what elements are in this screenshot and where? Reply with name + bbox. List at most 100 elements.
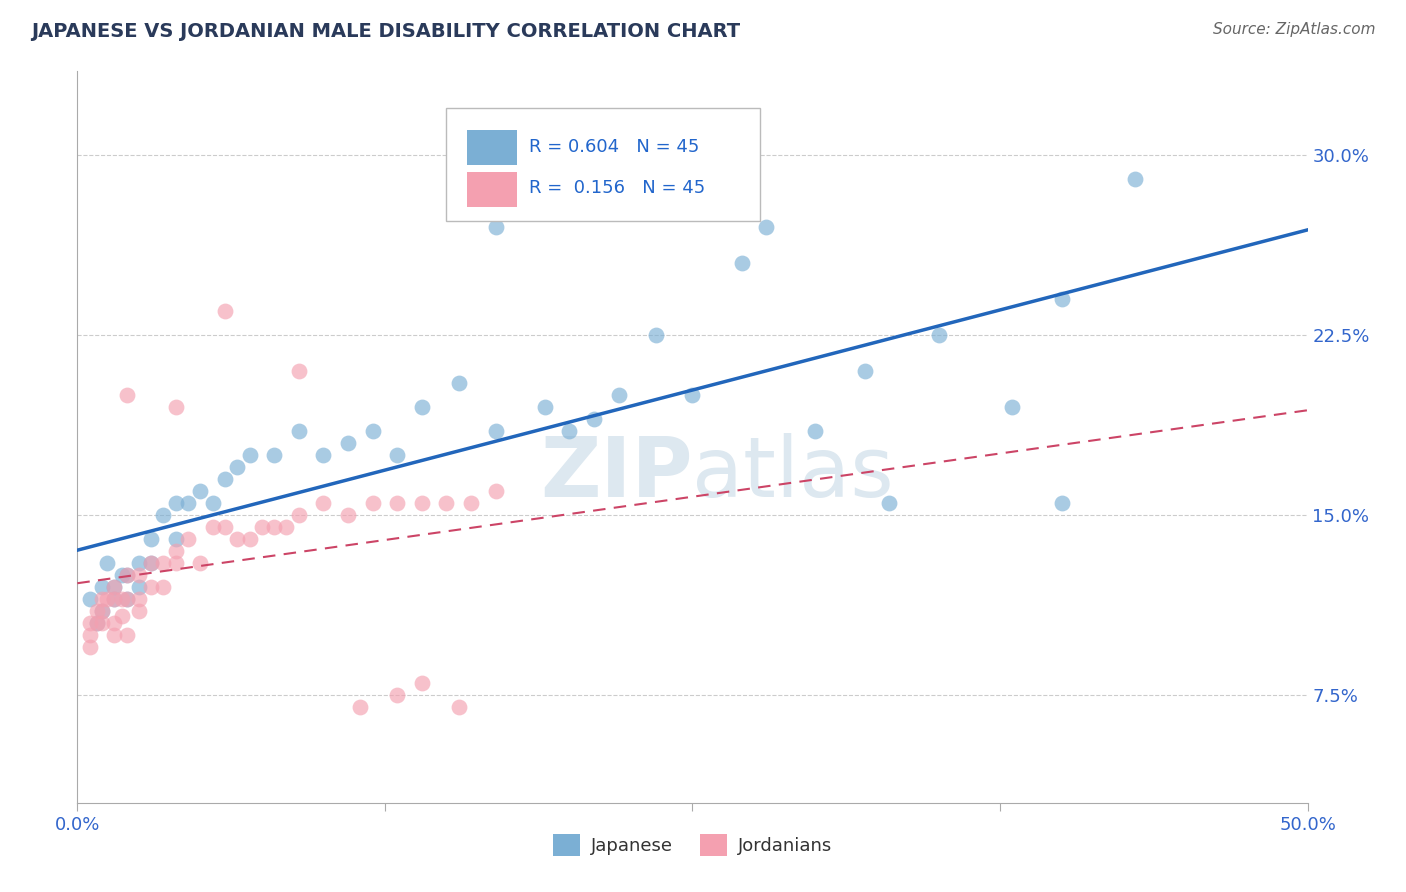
Point <box>111 608 132 623</box>
Point <box>276 520 298 534</box>
Point <box>288 508 311 522</box>
Point <box>214 472 236 486</box>
Point <box>115 568 138 582</box>
Point <box>804 424 827 438</box>
Point <box>152 580 174 594</box>
Text: Source: ZipAtlas.com: Source: ZipAtlas.com <box>1212 22 1375 37</box>
Point <box>115 591 138 606</box>
Point <box>128 604 150 618</box>
Point <box>111 591 132 606</box>
Text: JAPANESE VS JORDANIAN MALE DISABILITY CORRELATION CHART: JAPANESE VS JORDANIAN MALE DISABILITY CO… <box>31 22 740 41</box>
Point <box>485 220 508 235</box>
Point <box>411 400 433 414</box>
Point <box>141 556 163 570</box>
Point <box>165 496 187 510</box>
Point <box>103 580 125 594</box>
Point <box>141 532 163 546</box>
Point <box>103 615 125 630</box>
Point <box>188 556 212 570</box>
Point <box>385 688 409 702</box>
Point <box>731 256 754 270</box>
Point <box>86 615 108 630</box>
Point <box>250 520 273 534</box>
Point <box>90 604 114 618</box>
Point <box>115 388 138 402</box>
Point <box>128 568 150 582</box>
Point <box>103 591 125 606</box>
Point <box>263 448 285 462</box>
FancyBboxPatch shape <box>467 130 516 165</box>
Point <box>201 520 224 534</box>
Point <box>115 568 138 582</box>
Point <box>411 676 433 690</box>
Point <box>128 556 150 570</box>
Point <box>755 220 778 235</box>
Point <box>165 532 187 546</box>
Point <box>239 532 262 546</box>
Point <box>411 496 433 510</box>
FancyBboxPatch shape <box>447 108 761 221</box>
Point <box>96 556 118 570</box>
Point <box>226 460 249 475</box>
Point <box>115 628 138 642</box>
Point <box>607 388 630 402</box>
Point <box>239 448 262 462</box>
Point <box>79 591 101 606</box>
Point <box>485 483 508 498</box>
Point <box>288 424 311 438</box>
Point <box>188 483 212 498</box>
Point <box>288 364 311 378</box>
Point <box>436 496 458 510</box>
Point <box>141 580 163 594</box>
Point <box>115 591 138 606</box>
Point <box>177 532 200 546</box>
Point <box>1050 292 1073 306</box>
Point <box>165 400 187 414</box>
Point <box>90 604 114 618</box>
Point <box>103 591 125 606</box>
Point <box>879 496 901 510</box>
Point <box>90 591 114 606</box>
Point <box>361 424 384 438</box>
Point <box>534 400 557 414</box>
Point <box>1125 172 1147 186</box>
Point <box>103 628 125 642</box>
Point <box>86 615 108 630</box>
Point <box>337 436 360 450</box>
Point <box>103 580 125 594</box>
Point <box>111 568 132 582</box>
FancyBboxPatch shape <box>467 171 516 207</box>
Point <box>152 556 174 570</box>
Point <box>485 424 508 438</box>
Point <box>177 496 200 510</box>
Point <box>558 424 581 438</box>
Point <box>312 496 335 510</box>
Point <box>141 556 163 570</box>
Point <box>96 591 118 606</box>
Point <box>853 364 876 378</box>
Point <box>214 304 236 318</box>
Point <box>1001 400 1024 414</box>
Point <box>128 580 150 594</box>
Point <box>385 496 409 510</box>
Point <box>1050 496 1073 510</box>
Point <box>263 520 285 534</box>
Point <box>447 376 470 391</box>
Point <box>165 544 187 558</box>
Point <box>79 640 101 654</box>
Point <box>644 328 666 343</box>
Point <box>583 412 606 426</box>
Point <box>385 448 409 462</box>
Point <box>79 628 101 642</box>
Point <box>337 508 360 522</box>
Point <box>86 604 108 618</box>
Point <box>682 388 704 402</box>
Point <box>152 508 174 522</box>
Point <box>90 615 114 630</box>
Point <box>201 496 224 510</box>
Text: atlas: atlas <box>693 434 894 514</box>
Point <box>460 496 482 510</box>
Point <box>90 580 114 594</box>
Legend: Japanese, Jordanians: Japanese, Jordanians <box>546 827 839 863</box>
Point <box>312 448 335 462</box>
